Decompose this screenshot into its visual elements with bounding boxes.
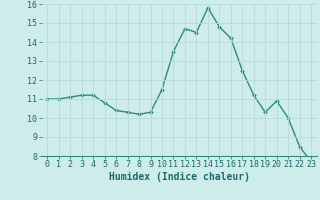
X-axis label: Humidex (Indice chaleur): Humidex (Indice chaleur) [109,172,250,182]
